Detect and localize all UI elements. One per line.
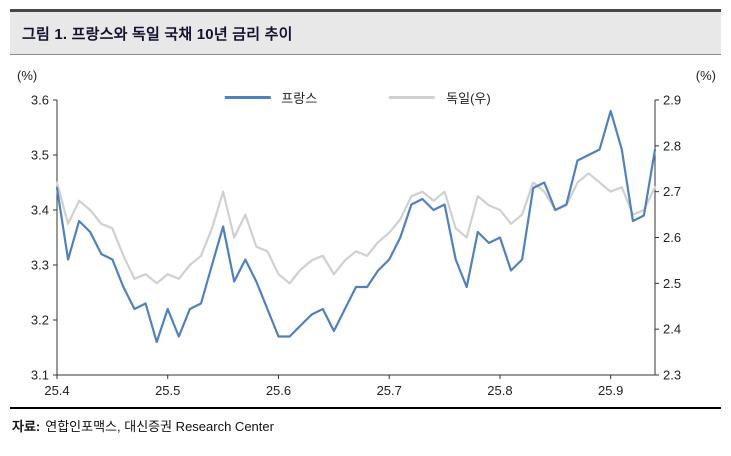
right-tick-label: 2.6 [663,230,681,245]
germany-series-line [55,172,657,285]
right-axis-unit-label: (%) [695,68,716,83]
left-tick-label: 3.1 [31,368,49,383]
left-tick-label: 3.3 [31,258,49,273]
left-axis-unit-label: (%) [17,68,38,83]
figure-container: 그림 1. 프랑스와 독일 국채 10년 금리 추이 (%) (%) 프랑스 독… [0,9,731,456]
figure-title: 그림 1. 프랑스와 독일 국채 10년 금리 추이 [22,25,293,43]
legend-item-france: 프랑스 [224,88,317,107]
left-tick-label: 3.6 [31,93,49,108]
left-tick-label: 3.2 [31,313,49,328]
right-tick-label: 2.9 [663,93,681,108]
source-footer: 자료: 연합인포맥스, 대신증권 Research Center [10,407,721,435]
legend-label-germany: 독일(우) [446,91,491,106]
right-tick-label: 2.4 [663,322,681,337]
france-series-line [55,109,657,344]
left-tick-label: 3.5 [31,148,49,163]
right-tick-label: 2.5 [663,276,681,291]
x-tick-label: 25.9 [598,383,623,398]
x-tick-label: 25.4 [44,383,69,398]
left-tick-label: 3.4 [31,203,49,218]
x-tick-label: 25.6 [266,383,291,398]
x-tick-label: 25.8 [487,383,512,398]
x-tick-label: 25.7 [377,383,402,398]
line-chart: 3.1 3.2 3.3 3.4 3.5 3.6 2.3 2.4 2.5 2.6 2.7 2.8 2.9 2… [31,93,681,399]
x-tick-label: 25.5 [155,383,180,398]
legend-item-germany: 독일(우) [389,88,491,107]
source-text: 연합인포맥스, 대신증권 Research Center [45,419,274,434]
right-tick-label: 2.3 [663,368,681,383]
right-tick-label: 2.8 [663,138,681,153]
chart-region: (%) (%) 프랑스 독일(우) 3.1 3.2 3.3 3.4 3.5 3.6 2.3 2… [0,55,731,407]
right-tick-label: 2.7 [663,184,681,199]
chart-legend: 프랑스 독일(우) [224,88,491,107]
legend-label-france: 프랑스 [281,91,318,106]
source-label: 자료: [12,419,41,434]
france-line-swatch [224,96,271,99]
germany-line-swatch [389,96,436,99]
figure-title-bar: 그림 1. 프랑스와 독일 국채 10년 금리 추이 [10,9,721,55]
